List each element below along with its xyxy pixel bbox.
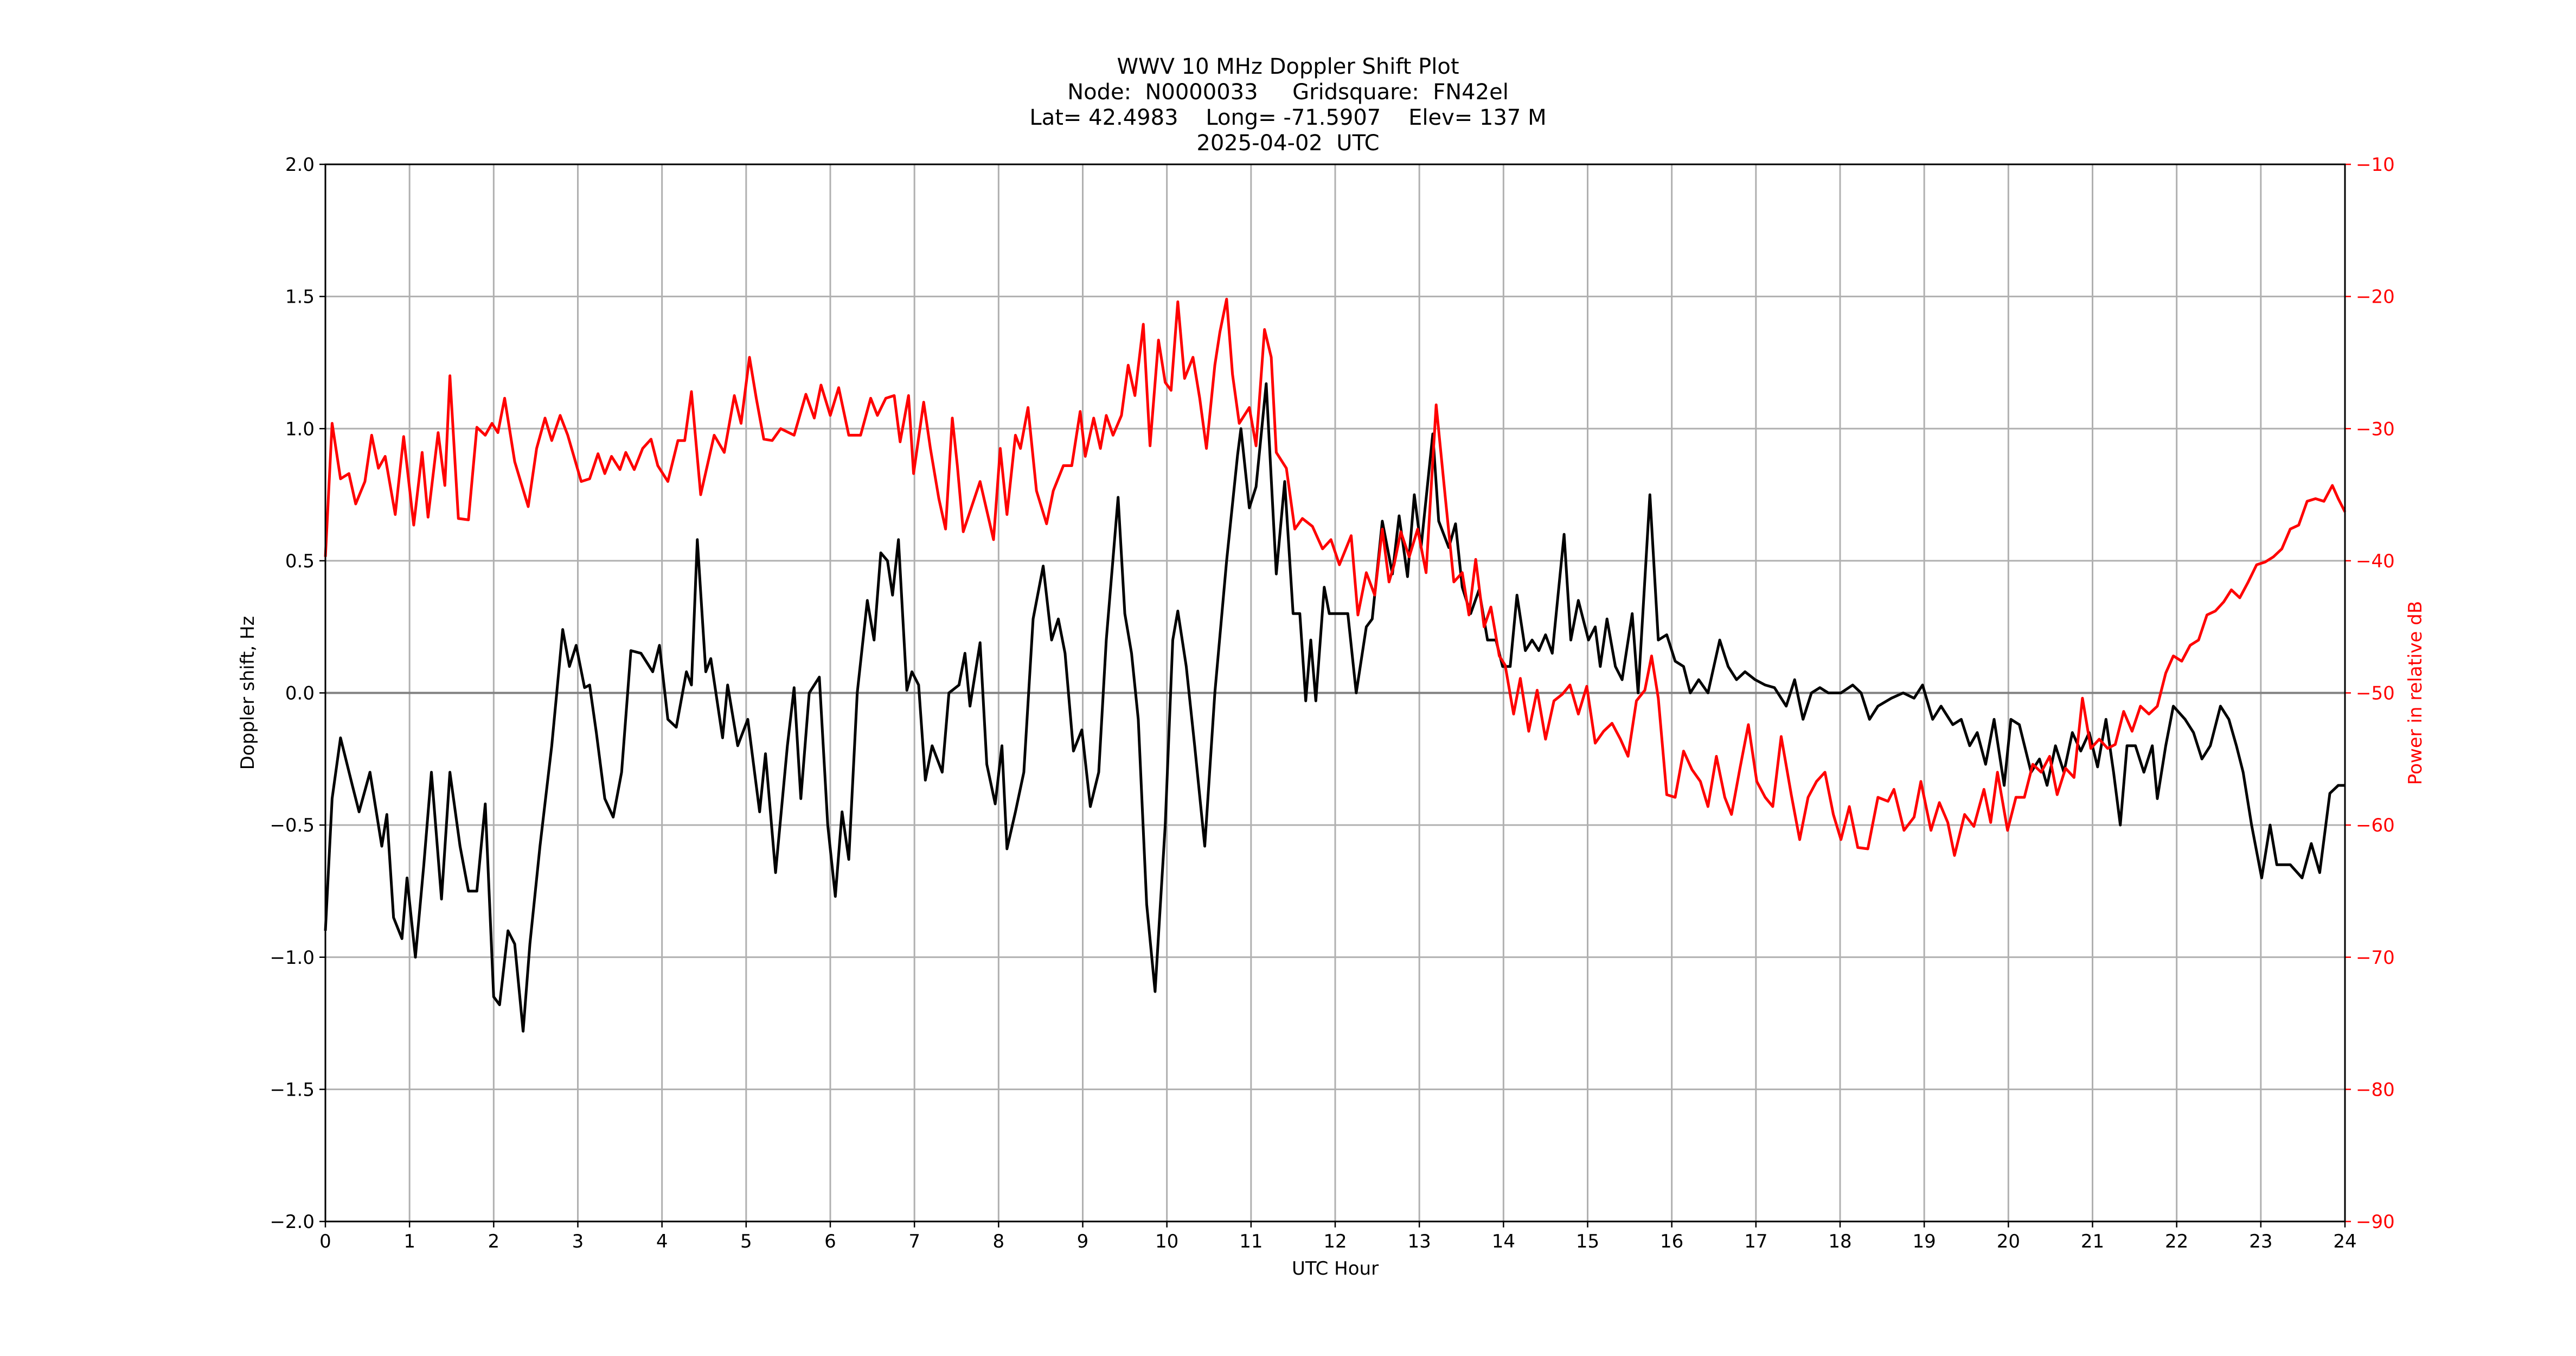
x-tick-label: 3 (572, 1231, 584, 1252)
y2-tick-label: −40 (2356, 551, 2395, 572)
title-line: WWV 10 MHz Doppler Shift Plot (1117, 54, 1459, 79)
x-tick-label: 0 (319, 1231, 331, 1252)
x-tick-label: 22 (2165, 1231, 2188, 1252)
x-axis-label: UTC Hour (1292, 1258, 1379, 1280)
x-tick-label: 5 (740, 1231, 752, 1252)
x-tick-label: 18 (1828, 1231, 1851, 1252)
subtitle-location: Lat= 42.4983 Long= -71.5907 Elev= 137 M (1029, 105, 1547, 130)
x-tick-label: 19 (1913, 1231, 1936, 1252)
x-tick-label: 21 (2081, 1231, 2104, 1252)
x-tick-label: 24 (2333, 1231, 2356, 1252)
x-tick-label: 16 (1660, 1231, 1683, 1252)
y-tick-label: 2.0 (285, 154, 315, 176)
x-tick-label: 7 (908, 1231, 920, 1252)
y2-tick-label: −80 (2356, 1079, 2395, 1101)
y2-tick-label: −50 (2356, 683, 2395, 705)
x-tick-label: 13 (1408, 1231, 1431, 1252)
y-tick-label: 1.0 (285, 418, 315, 440)
x-tick-label: 15 (1576, 1231, 1599, 1252)
x-tick-label: 10 (1155, 1231, 1178, 1252)
x-tick-label: 9 (1077, 1231, 1089, 1252)
chart-title: WWV 10 MHz Doppler Shift Plot Node: N000… (0, 54, 2576, 156)
y2-tick-label: −60 (2356, 815, 2395, 836)
y2-tick-label: −10 (2356, 154, 2395, 176)
plot-frame (324, 163, 2346, 1223)
y2-tick-label: −30 (2356, 418, 2395, 440)
x-tick-label: 1 (403, 1231, 415, 1252)
y-tick-label: 0.5 (285, 551, 315, 572)
y2-axis-label: Power in relative dB (2405, 601, 2426, 785)
x-tick-label: 6 (824, 1231, 836, 1252)
subtitle-date: 2025-04-02 UTC (1196, 131, 1380, 156)
y-tick-label: 1.5 (285, 286, 315, 308)
y-axis-label: Doppler shift, Hz (237, 616, 259, 770)
y-tick-label: −1.0 (270, 947, 315, 969)
x-tick-label: 2 (488, 1231, 500, 1252)
x-tick-label: 17 (1744, 1231, 1767, 1252)
doppler-series-line (324, 382, 2345, 1033)
x-tick-label: 8 (993, 1231, 1005, 1252)
x-tick-label: 12 (1323, 1231, 1347, 1252)
y-tick-label: 0.0 (285, 683, 315, 705)
subtitle-node: Node: N0000033 Gridsquare: FN42el (1067, 80, 1509, 105)
x-tick-label: 11 (1239, 1231, 1263, 1252)
x-tick-label: 14 (1492, 1231, 1515, 1252)
y-tick-label: −1.5 (270, 1079, 315, 1101)
y2-tick-label: −90 (2356, 1211, 2395, 1233)
y2-tick-label: −70 (2356, 947, 2395, 969)
x-tick-label: 23 (2249, 1231, 2272, 1252)
x-tick-label: 4 (656, 1231, 668, 1252)
power-series-line (324, 298, 2347, 857)
y-tick-label: −2.0 (270, 1211, 315, 1233)
y2-tick-label: −20 (2356, 286, 2395, 308)
y-tick-label: −0.5 (270, 815, 315, 836)
x-tick-label: 20 (1997, 1231, 2020, 1252)
